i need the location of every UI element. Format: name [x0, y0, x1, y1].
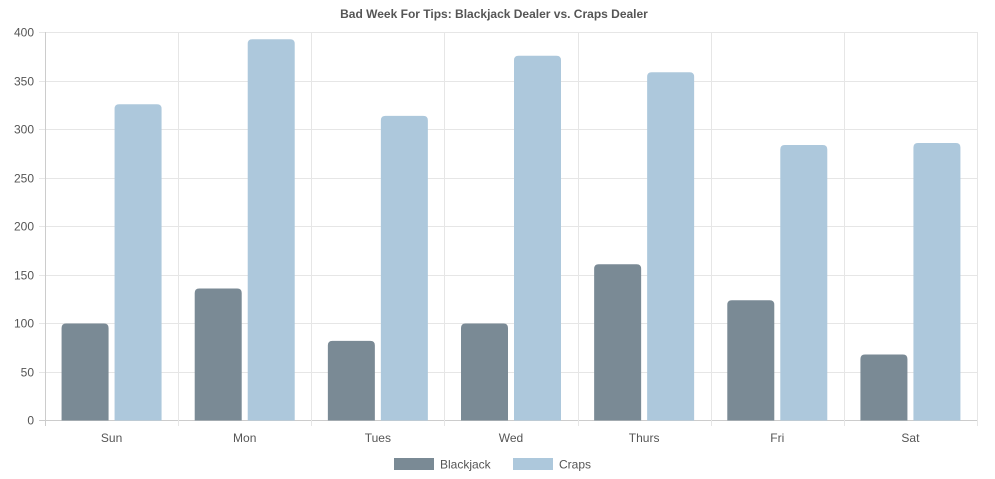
bar-blackjack[interactable] [194, 288, 242, 421]
x-axis-ticks: Sun Mon Tues Wed Thurs Fri Sat [101, 431, 920, 445]
legend-label-craps[interactable]: Craps [559, 458, 591, 472]
y-tick-label: 100 [14, 317, 34, 331]
x-tick-label: Tues [365, 431, 391, 445]
legend-swatch-blackjack[interactable] [394, 458, 434, 470]
bar-craps[interactable] [647, 72, 695, 421]
grid-lines [39, 32, 978, 426]
bar-blackjack[interactable] [727, 300, 775, 421]
y-tick-label: 0 [27, 414, 34, 428]
y-tick-label: 250 [14, 172, 34, 186]
bar-craps[interactable] [780, 144, 828, 421]
y-axis-ticks: 0 50 100 150 200 250 300 350 400 [14, 26, 34, 428]
y-tick-label: 350 [14, 75, 34, 89]
bar-craps[interactable] [247, 39, 295, 421]
bar-craps[interactable] [514, 55, 561, 421]
y-tick-label: 300 [14, 123, 34, 137]
x-tick-label: Thurs [629, 431, 660, 445]
bar-craps[interactable] [114, 104, 162, 421]
chart-title: Bad Week For Tips: Blackjack Dealer vs. … [340, 7, 648, 21]
y-tick-label: 150 [14, 269, 34, 283]
bar-blackjack[interactable] [461, 323, 508, 421]
bar-blackjack[interactable] [860, 354, 908, 421]
bar-craps[interactable] [913, 143, 961, 421]
bar-blackjack[interactable] [61, 323, 109, 421]
x-tick-label: Wed [499, 431, 523, 445]
legend-swatch-craps[interactable] [513, 458, 553, 470]
x-tick-label: Mon [233, 431, 256, 445]
x-tick-label: Fri [770, 431, 784, 445]
bar-blackjack[interactable] [594, 264, 642, 421]
y-tick-label: 50 [21, 366, 35, 380]
bar-blackjack[interactable] [327, 340, 375, 421]
legend: Blackjack Craps [394, 458, 591, 472]
y-tick-label: 200 [14, 220, 34, 234]
y-tick-label: 400 [14, 26, 34, 40]
bar-craps[interactable] [380, 115, 428, 421]
bars [61, 39, 961, 421]
x-tick-label: Sun [101, 431, 122, 445]
x-tick-label: Sat [901, 431, 920, 445]
legend-label-blackjack[interactable]: Blackjack [440, 458, 492, 472]
